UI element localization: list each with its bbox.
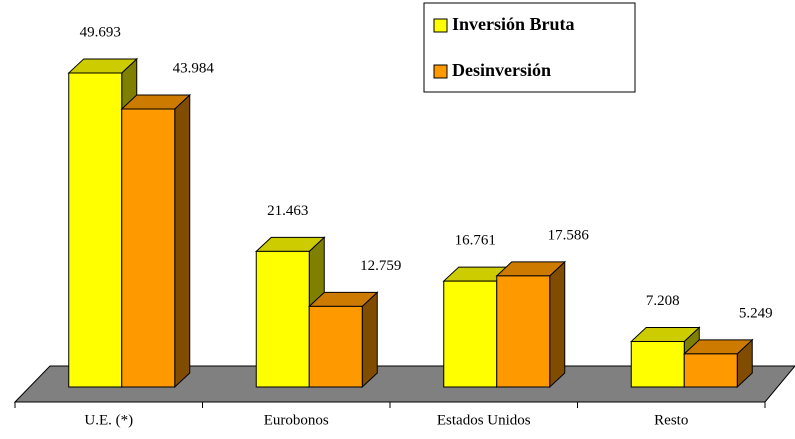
bar xyxy=(682,338,754,389)
value-label: 5.249 xyxy=(739,305,773,321)
bar-face xyxy=(308,305,363,388)
x-tick-label: U.E. (*) xyxy=(84,412,133,428)
legend-swatch xyxy=(433,64,448,79)
value-label: 43.984 xyxy=(173,60,215,76)
bar-face xyxy=(174,93,191,389)
bar-face xyxy=(496,275,551,388)
legend-box xyxy=(423,2,636,93)
bar-face xyxy=(630,340,685,388)
x-tick-label: Eurobonos xyxy=(264,412,329,428)
value-label: 16.761 xyxy=(455,233,496,249)
bar-face xyxy=(443,280,498,388)
bar-face xyxy=(361,291,378,389)
bar-face xyxy=(549,260,566,389)
bar xyxy=(120,93,192,389)
value-label: 21.463 xyxy=(267,203,308,219)
x-tick-label: Estados Unidos xyxy=(437,412,531,428)
value-label: 17.586 xyxy=(548,227,590,243)
bar-face xyxy=(255,250,310,388)
legend-swatch xyxy=(433,18,448,33)
legend-label: Inversión Bruta xyxy=(452,14,575,34)
value-label: 12.759 xyxy=(360,258,401,274)
bar-face xyxy=(121,108,176,388)
bar-face xyxy=(68,72,123,388)
value-label: 49.693 xyxy=(80,24,121,40)
x-tick-label: Resto xyxy=(654,412,688,428)
bar xyxy=(495,260,567,389)
bar xyxy=(307,291,379,389)
bar-face xyxy=(683,353,738,388)
value-label: 7.208 xyxy=(646,293,680,309)
legend-label: Desinversión xyxy=(452,60,551,80)
